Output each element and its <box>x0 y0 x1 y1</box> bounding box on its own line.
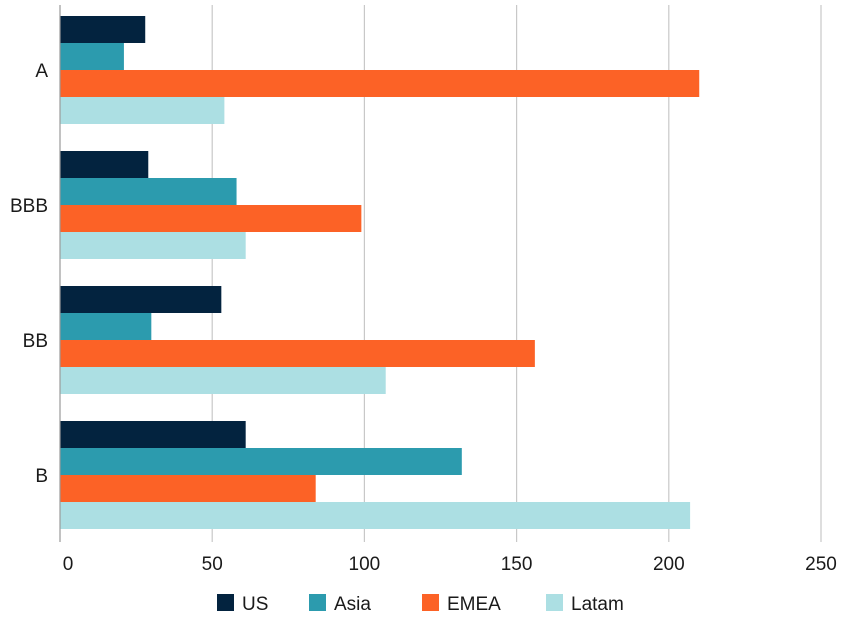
bar-b-us <box>60 421 246 448</box>
bar-a-us <box>60 16 146 43</box>
bar-bbb-emea <box>60 205 362 232</box>
bar-bbb-asia <box>60 178 237 205</box>
bar-a-latam <box>60 97 225 124</box>
legend-label-us: US <box>242 594 268 615</box>
legend-label-latam: Latam <box>571 594 624 615</box>
x-tick-labels: 0 50 100 150 200 250 <box>63 554 837 575</box>
legend-label-emea: EMEA <box>447 594 501 615</box>
bar-b-emea <box>60 475 316 502</box>
category-label-a: A <box>35 61 48 82</box>
x-tick-label: 250 <box>805 554 837 575</box>
legend: US Asia EMEA Latam <box>217 594 624 615</box>
bar-bb-latam <box>60 367 386 394</box>
bar-b-latam <box>60 502 691 529</box>
legend-swatch-asia <box>309 594 326 611</box>
bars <box>60 16 700 529</box>
category-label-bb: BB <box>23 331 48 352</box>
legend-label-asia: Asia <box>334 594 371 615</box>
x-tick-label: 150 <box>501 554 533 575</box>
bar-a-asia <box>60 43 124 70</box>
bar-b-asia <box>60 448 462 475</box>
category-label-b: B <box>35 466 48 487</box>
legend-swatch-emea <box>422 594 439 611</box>
x-tick-label: 50 <box>202 554 223 575</box>
bar-a-emea <box>60 70 700 97</box>
legend-swatch-latam <box>546 594 563 611</box>
category-label-bbb: BBB <box>10 196 48 217</box>
x-tick-label: 200 <box>653 554 685 575</box>
bar-bb-asia <box>60 313 152 340</box>
bar-bb-emea <box>60 340 535 367</box>
legend-swatch-us <box>217 594 234 611</box>
bar-bbb-us <box>60 151 149 178</box>
x-tick-label: 100 <box>349 554 381 575</box>
bar-bbb-latam <box>60 232 246 259</box>
bar-bb-us <box>60 286 222 313</box>
x-tick-label: 0 <box>63 554 74 575</box>
